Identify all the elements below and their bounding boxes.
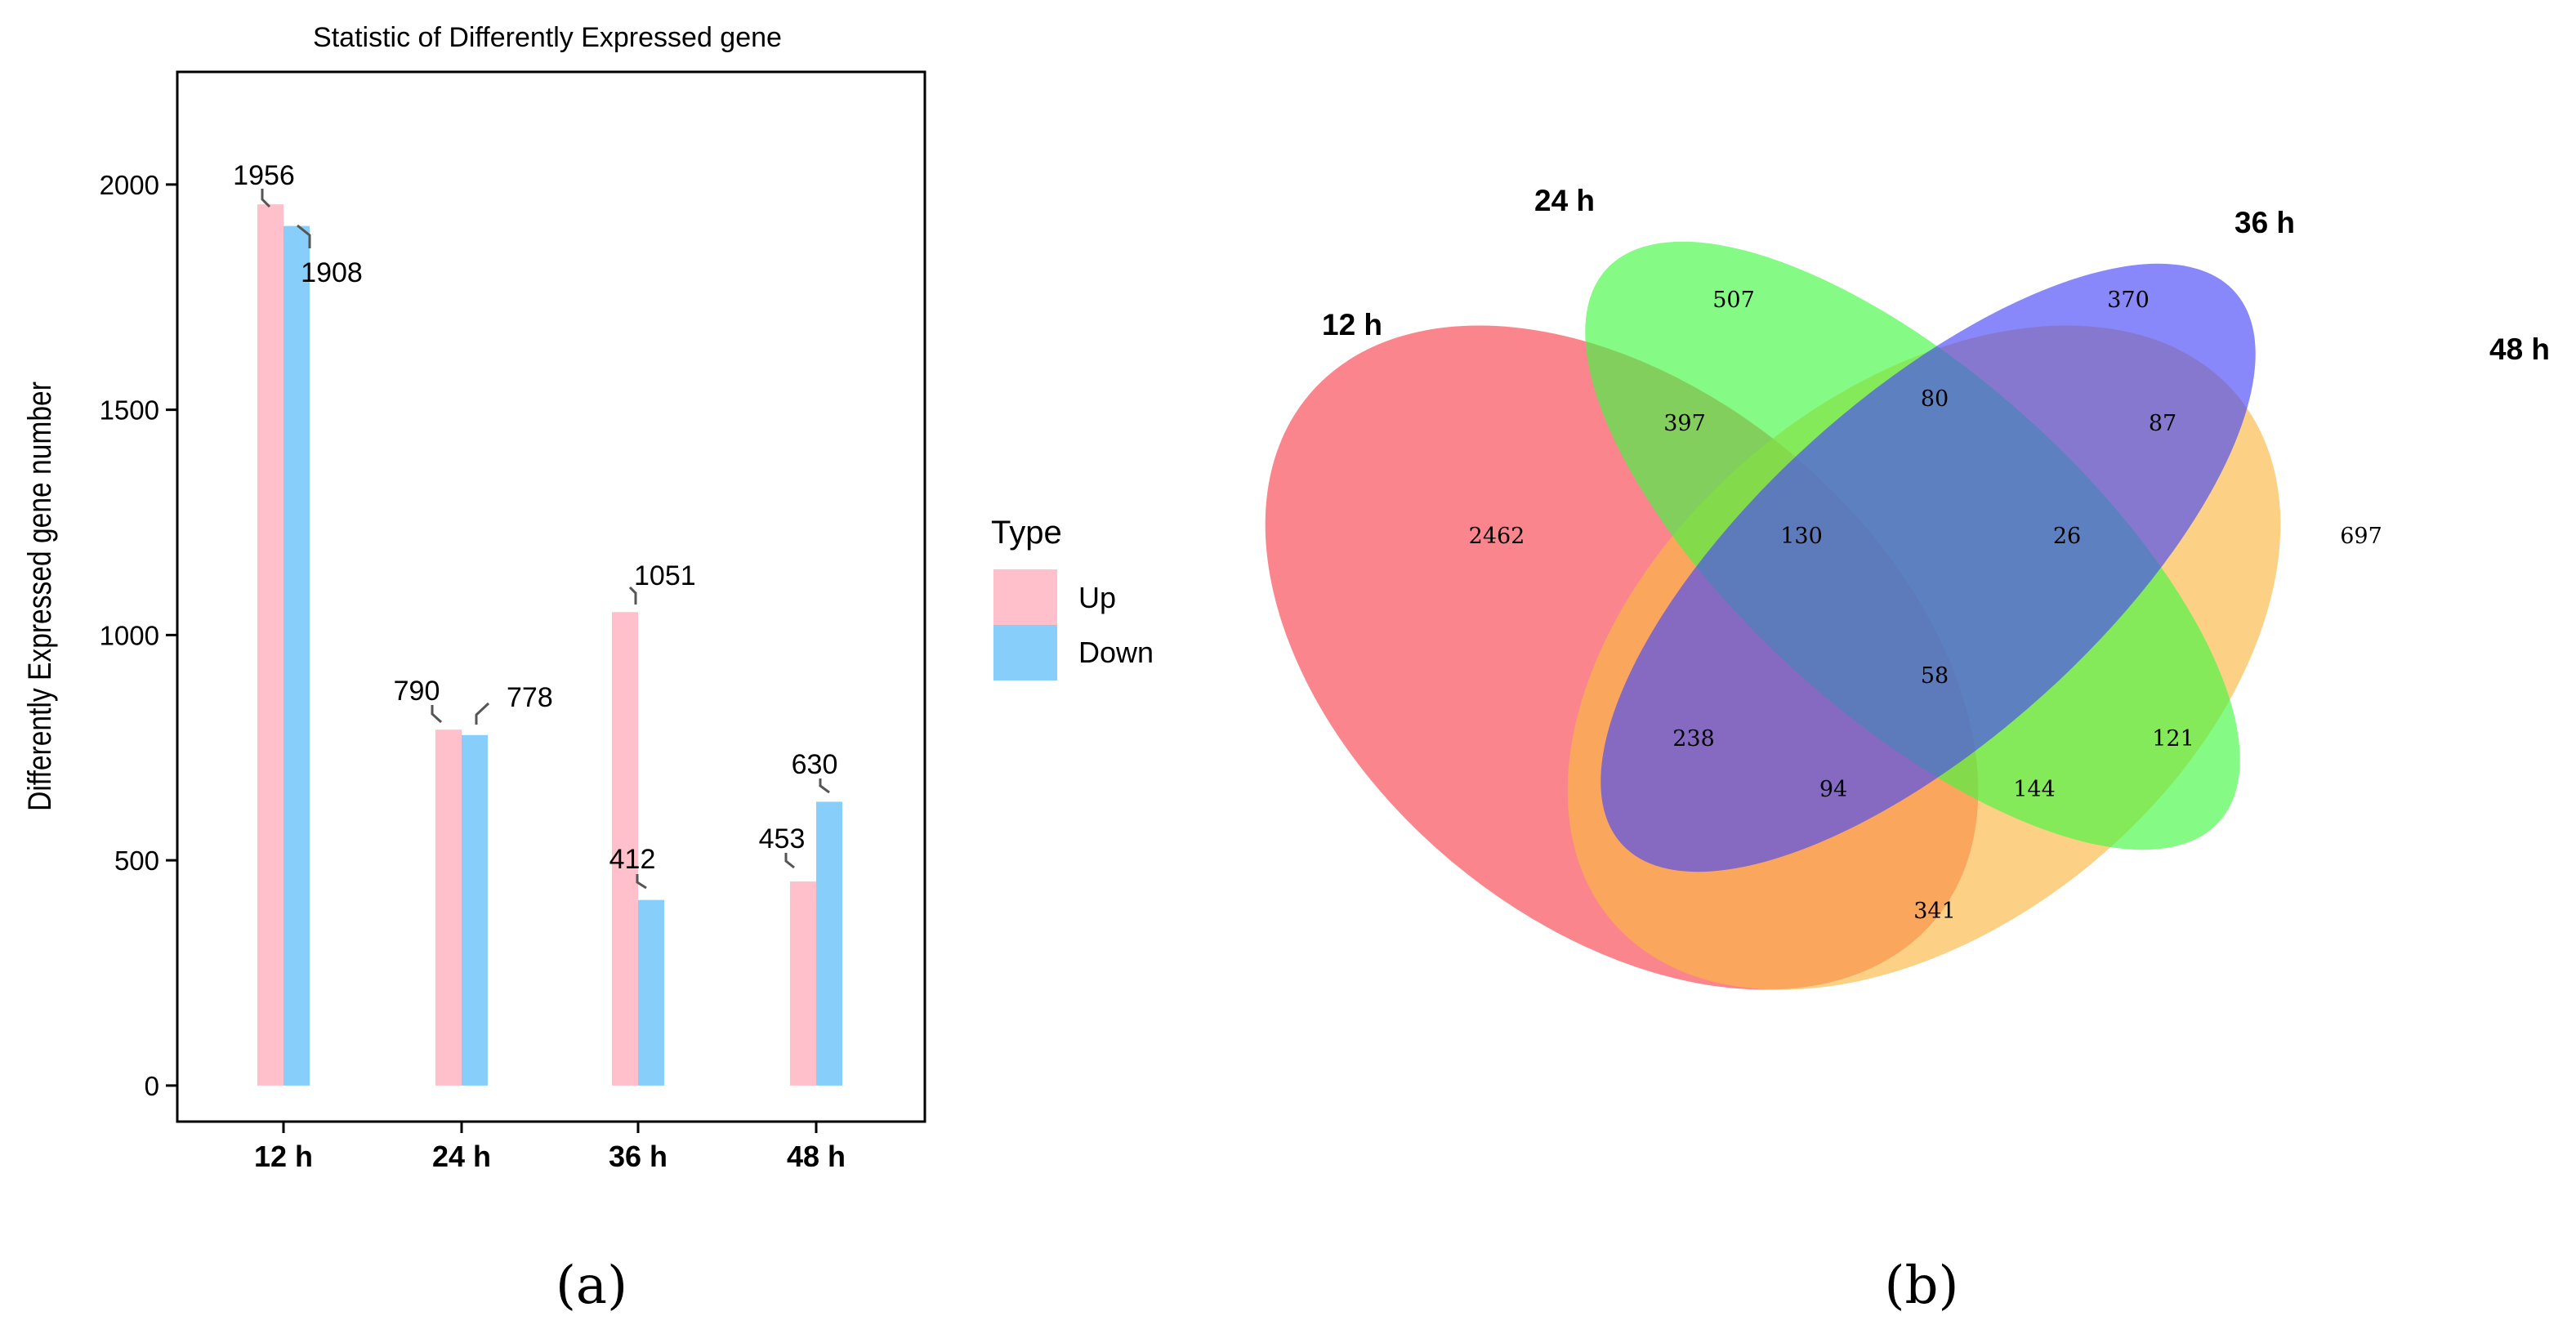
bar-down (816, 801, 842, 1086)
x-tick-label: 36 h (609, 1140, 667, 1173)
x-tick-label: 12 h (254, 1140, 313, 1173)
caption-a: (a) (556, 1256, 627, 1316)
bar-value-label-up: 1051 (634, 560, 696, 591)
venn-region-value: 697 (2340, 524, 2382, 549)
legend-label-down: Down (1078, 636, 1154, 669)
caption-b: (b) (1885, 1256, 1959, 1316)
venn-region-value: 130 (1780, 524, 1823, 549)
venn-set-label-48h: 48 h (2489, 332, 2550, 366)
legend-swatch-down (993, 625, 1057, 680)
venn-region-value: 58 (1921, 663, 1949, 689)
venn-region-value: 341 (1913, 899, 1956, 924)
bar-value-labels: 1956 1908 790 778 1051 412 453 630 (233, 160, 838, 890)
bar-chart-title: Statistic of Differently Expressed gene (313, 22, 782, 53)
bar-down (283, 225, 310, 1086)
venn-region-value: 507 (1712, 288, 1755, 313)
bar-value-label-down: 630 (792, 749, 838, 780)
label-leader-line (636, 874, 647, 890)
label-leader-line (261, 189, 271, 208)
bar-up (612, 612, 638, 1086)
y-tick-label: 0 (145, 1071, 159, 1101)
x-tick-label: 48 h (787, 1140, 846, 1173)
y-axis-ticks: 0 500 1000 1500 2000 (100, 170, 177, 1101)
venn-region-value: 121 (2152, 726, 2194, 752)
label-leader-line (819, 779, 830, 794)
y-tick-label: 1500 (100, 395, 159, 426)
y-axis-label: Differently Expressed gene number (21, 381, 57, 811)
bar-up (790, 881, 816, 1086)
venn-region-value: 397 (1663, 411, 1706, 436)
venn-set-label-24h: 24 h (1534, 184, 1595, 217)
x-tick-label: 24 h (432, 1140, 491, 1173)
bar-down (462, 734, 488, 1086)
legend-label-up: Up (1078, 581, 1116, 614)
bar-value-label-up: 790 (394, 676, 440, 707)
label-leader-line (297, 224, 311, 248)
venn-region-value: 26 (2053, 524, 2081, 549)
venn-region-value: 144 (2013, 777, 2056, 802)
plot-frame (176, 70, 926, 1123)
bar-up (257, 204, 283, 1086)
y-tick-label: 1000 (100, 620, 159, 650)
venn-region-value: 80 (1921, 386, 1949, 412)
bar-value-label-down: 412 (609, 844, 656, 875)
venn-ellipses (1265, 241, 2281, 990)
y-tick-label: 500 (114, 845, 159, 876)
venn-region-values: 2462 507 370 697 397 80 87 130 26 58 238 121 94 144 34… (1469, 288, 2382, 924)
bar-value-label-up: 1956 (233, 160, 295, 191)
venn-region-value: 94 (1819, 777, 1847, 802)
label-leader-line (475, 702, 490, 725)
legend: Type Up Down (991, 515, 1154, 680)
bar-value-label-down: 1908 (301, 257, 363, 288)
venn-region-value: 370 (2107, 288, 2150, 313)
legend-title: Type (991, 515, 1062, 551)
bar-up (435, 729, 462, 1086)
venn-region-value: 2462 (1469, 524, 1525, 549)
bar-value-label-down: 778 (507, 682, 553, 713)
label-leader-line (784, 853, 795, 869)
x-axis-ticks: 12 h 24 h 36 h 48 h (254, 1122, 846, 1173)
bar-chart-panel: Statistic of Differently Expressed gene … (21, 22, 1154, 1316)
label-leader-line (431, 705, 443, 724)
venn-region-value: 238 (1672, 726, 1715, 752)
bar-value-label-up: 453 (759, 823, 806, 854)
venn-set-label-36h: 36 h (2234, 206, 2295, 239)
venn-region-value: 87 (2149, 411, 2176, 436)
label-leader-line (628, 586, 637, 605)
y-tick-label: 2000 (100, 170, 159, 200)
bar-down (638, 899, 664, 1086)
legend-swatch-up (993, 569, 1057, 625)
venn-set-label-12h: 12 h (1322, 308, 1382, 341)
ellipse-36h (1601, 263, 2256, 872)
bars (257, 204, 842, 1086)
venn-diagram-panel: 12 h 24 h 36 h 48 h 2462 507 370 697 397 80 87… (1265, 184, 2550, 1316)
